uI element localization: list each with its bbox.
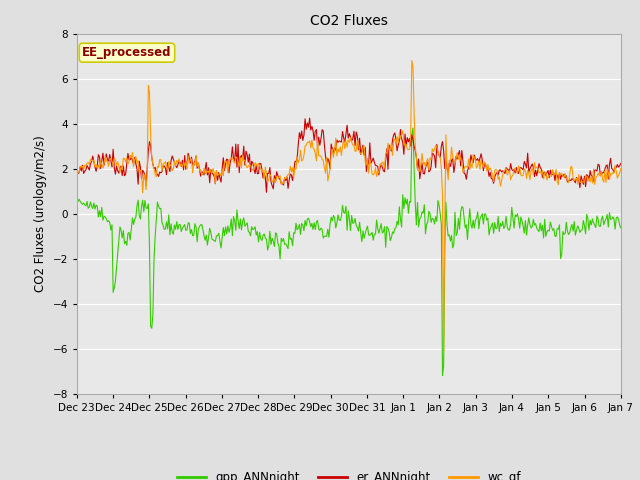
Y-axis label: CO2 Fluxes (urology/m2/s): CO2 Fluxes (urology/m2/s) <box>34 135 47 292</box>
er_ANNnight <box>303 120 311 126</box>
wc_gf <box>408 58 415 63</box>
gpp_ANNnight <box>617 225 625 231</box>
wc_gf <box>378 162 385 168</box>
er_ANNnight <box>262 190 270 195</box>
wc_gf <box>73 168 81 174</box>
gpp_ANNnight <box>242 222 250 228</box>
er_ANNnight <box>569 177 577 182</box>
gpp_ANNnight <box>403 196 411 202</box>
wc_gf <box>617 166 625 171</box>
Line: er_ANNnight: er_ANNnight <box>77 118 621 192</box>
er_ANNnight <box>306 115 314 121</box>
wc_gf <box>302 143 310 148</box>
Line: wc_gf: wc_gf <box>77 60 621 353</box>
er_ANNnight <box>242 148 250 154</box>
Legend: gpp_ANNnight, er_ANNnight, wc_gf: gpp_ANNnight, er_ANNnight, wc_gf <box>172 466 526 480</box>
wc_gf <box>242 163 250 168</box>
gpp_ANNnight <box>73 196 81 202</box>
gpp_ANNnight <box>378 221 385 227</box>
er_ANNnight <box>406 135 413 141</box>
er_ANNnight <box>475 160 483 166</box>
wc_gf <box>440 350 447 356</box>
er_ANNnight <box>73 169 81 175</box>
Text: EE_processed: EE_processed <box>82 46 172 59</box>
wc_gf <box>475 158 483 164</box>
gpp_ANNnight <box>569 228 577 234</box>
Line: gpp_ANNnight: gpp_ANNnight <box>77 128 621 375</box>
Title: CO2 Fluxes: CO2 Fluxes <box>310 14 388 28</box>
gpp_ANNnight <box>438 372 446 378</box>
wc_gf <box>403 146 411 152</box>
gpp_ANNnight <box>475 226 483 231</box>
gpp_ANNnight <box>302 223 310 229</box>
er_ANNnight <box>617 160 625 166</box>
er_ANNnight <box>380 168 387 174</box>
wc_gf <box>569 175 577 180</box>
gpp_ANNnight <box>409 125 417 131</box>
